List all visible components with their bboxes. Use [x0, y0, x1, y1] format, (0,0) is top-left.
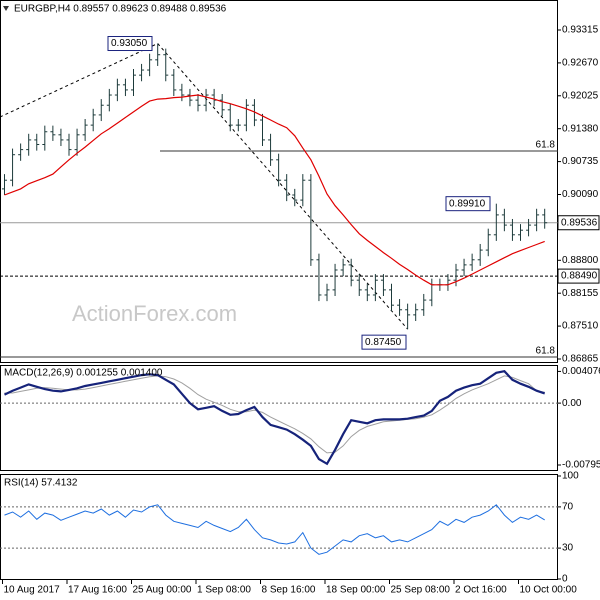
trend-line	[157, 43, 409, 330]
annotation-label: 0.93050	[111, 38, 148, 49]
price-box	[557, 268, 600, 284]
annotation-label: 0.87450	[365, 337, 402, 348]
symbol-icon	[3, 6, 9, 11]
watermark: ActionForex.com	[72, 301, 237, 326]
moving-average	[4, 94, 545, 286]
x-tick-label: 25 Sep 08:00	[391, 585, 451, 596]
y-tick-label: 0.86865	[562, 354, 599, 365]
x-tick-label: 2 Oct 16:00	[455, 585, 507, 596]
y-tick-label: 0	[562, 574, 568, 585]
x-tick-label: 10 Oct 00:00	[520, 585, 578, 596]
x-tick-label: 18 Sep 00:00	[326, 585, 386, 596]
price-label: 0.88490	[561, 271, 598, 282]
annotation-label: 0.89910	[449, 198, 486, 209]
x-tick-label: 17 Aug 16:00	[68, 585, 127, 596]
y-tick-label: 100	[562, 471, 579, 482]
y-tick-label: 0.88155	[562, 288, 599, 299]
fib-label: 61.8	[536, 346, 556, 357]
macd-panel	[0, 365, 558, 471]
panel-title: MACD(12,26,9) 0.001255 0.001400	[4, 368, 163, 379]
y-tick-label: 0.91380	[562, 123, 599, 134]
rsi-line	[4, 504, 545, 555]
macd-line	[4, 370, 546, 466]
x-tick-label: 10 Aug 2017	[4, 585, 61, 596]
y-tick-label: -0.007956	[562, 460, 600, 471]
fib-label: 61.8	[536, 140, 556, 151]
y-tick-label: 0.92025	[562, 90, 599, 101]
trend-line	[0, 43, 158, 118]
y-tick-label: 0.004076	[562, 366, 600, 377]
rsi-panel	[0, 474, 558, 580]
signal-line	[4, 375, 545, 454]
x-tick-label: 8 Sep 16:00	[262, 585, 316, 596]
y-tick-label: 0.87510	[562, 321, 599, 332]
price-box	[557, 215, 600, 231]
x-tick-label: 25 Aug 00:00	[133, 585, 192, 596]
y-tick-label: 0.90090	[562, 189, 599, 200]
price-panel	[0, 0, 558, 363]
y-tick-label: 0.90735	[562, 156, 599, 167]
y-tick-label: 70	[562, 502, 574, 513]
y-tick-label: 0.88800	[562, 255, 599, 266]
annotation-box	[107, 36, 153, 52]
chart-title: EURGBP,H4 0.89557 0.89623 0.89488 0.8953…	[14, 4, 227, 15]
y-tick-label: 0.92670	[562, 58, 599, 69]
annotation-box	[361, 334, 407, 350]
x-tick-label: 1 Sep 08:00	[197, 585, 251, 596]
y-tick-label: 0.00	[562, 398, 582, 409]
price-label: 0.89536	[561, 217, 598, 228]
annotation-box	[445, 196, 491, 212]
panel-title: RSI(14) 57.4132	[4, 478, 78, 489]
y-tick-label: 30	[562, 543, 574, 554]
y-tick-label: 0.93315	[562, 25, 599, 36]
